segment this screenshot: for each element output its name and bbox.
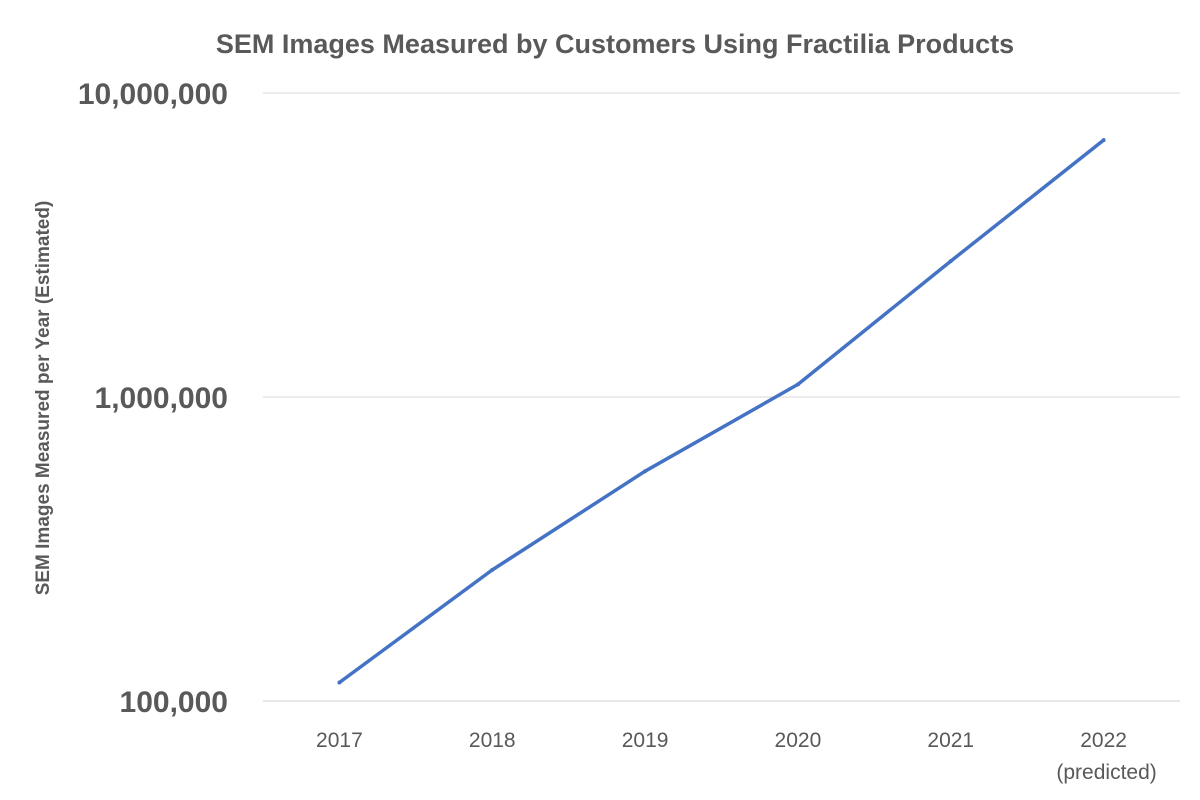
- y-tick-label: 10,000,000: [78, 78, 228, 111]
- y-axis-label: SEM Images Measured per Year (Estimated): [33, 201, 54, 596]
- x-tick-label: 2017: [316, 729, 363, 752]
- data-point: [337, 680, 342, 685]
- y-tick-label: 100,000: [120, 686, 228, 719]
- y-tick-label: 1,000,000: [95, 382, 228, 415]
- x-tick-label: 2022: [1080, 729, 1127, 752]
- x-tick-label: 2020: [775, 729, 822, 752]
- x-tick-label: 2021: [927, 729, 974, 752]
- data-point: [948, 259, 953, 264]
- series-layer: [337, 138, 1106, 685]
- x-tick-labels: 2017 2018 2019 2020 2021 2022 (predicted): [316, 729, 1157, 784]
- data-point: [795, 382, 800, 387]
- y-tick-labels: 10,000,000 1,000,000 100,000: [78, 78, 228, 719]
- data-point: [490, 567, 495, 572]
- gridlines: [263, 92, 1180, 702]
- x-tick-sublabel: (predicted): [1056, 761, 1156, 784]
- data-point: [1101, 138, 1106, 143]
- x-tick-label: 2018: [469, 729, 516, 752]
- chart-title: SEM Images Measured by Customers Using F…: [216, 29, 1014, 59]
- series-line: [337, 138, 1106, 685]
- data-point: [643, 469, 648, 474]
- x-tick-label: 2019: [622, 729, 669, 752]
